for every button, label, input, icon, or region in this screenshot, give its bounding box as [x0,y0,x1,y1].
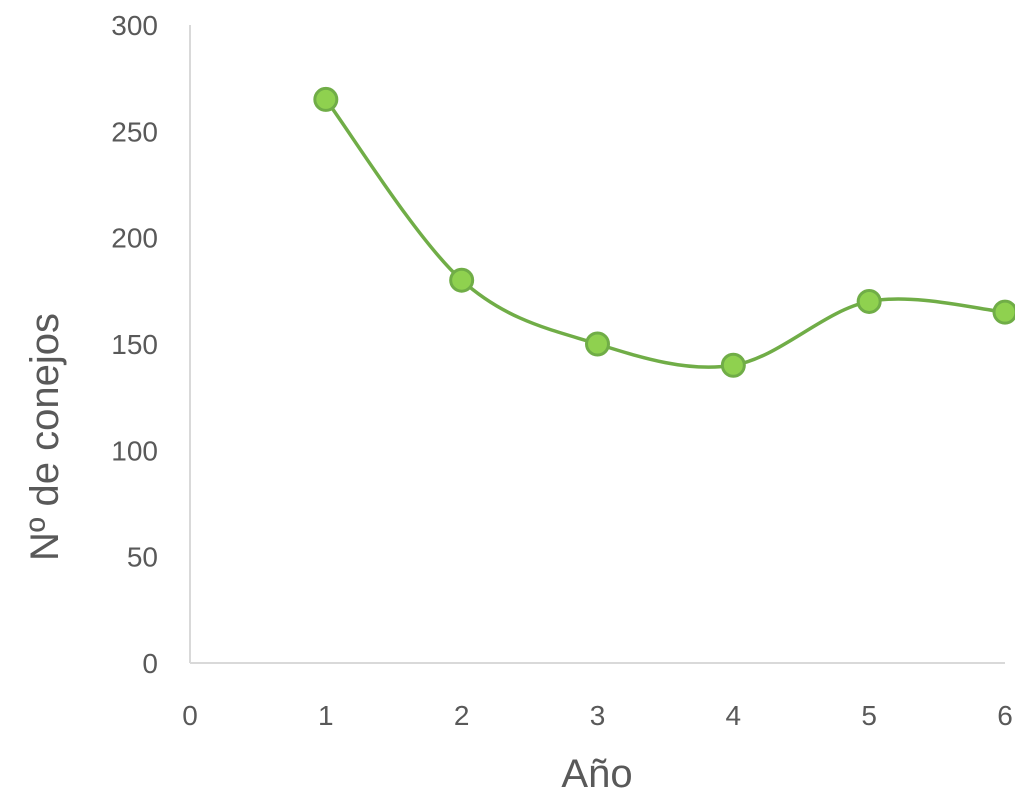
y-axis-title: Nº de conejos [23,313,67,561]
y-tick-label: 50 [127,542,158,573]
x-axis: 0 1 2 3 4 5 6 [182,662,1013,731]
y-tick-label: 0 [142,648,158,679]
y-tick-label: 200 [111,223,158,254]
series-group [313,86,1015,378]
y-tick-label: 250 [111,116,158,147]
x-tick-label: 1 [318,700,334,731]
x-tick-label: 5 [861,700,877,731]
y-tick-label: 100 [111,435,158,466]
y-axis: 0 50 100 150 200 250 300 [111,10,191,679]
x-tick-label: 0 [182,700,198,731]
x-axis-title: Año [561,752,632,792]
x-tick-label: 4 [726,700,742,731]
x-tick-label: 3 [590,700,606,731]
data-point [856,288,882,314]
y-tick-label: 150 [111,329,158,360]
series-line [324,98,1006,369]
data-point [449,267,475,293]
y-tick-label: 300 [111,10,158,41]
x-tick-label: 6 [997,700,1013,731]
data-point [720,352,746,378]
x-tick-label: 2 [454,700,470,731]
data-point [585,331,610,357]
data-point [992,299,1015,325]
data-point [313,86,339,112]
